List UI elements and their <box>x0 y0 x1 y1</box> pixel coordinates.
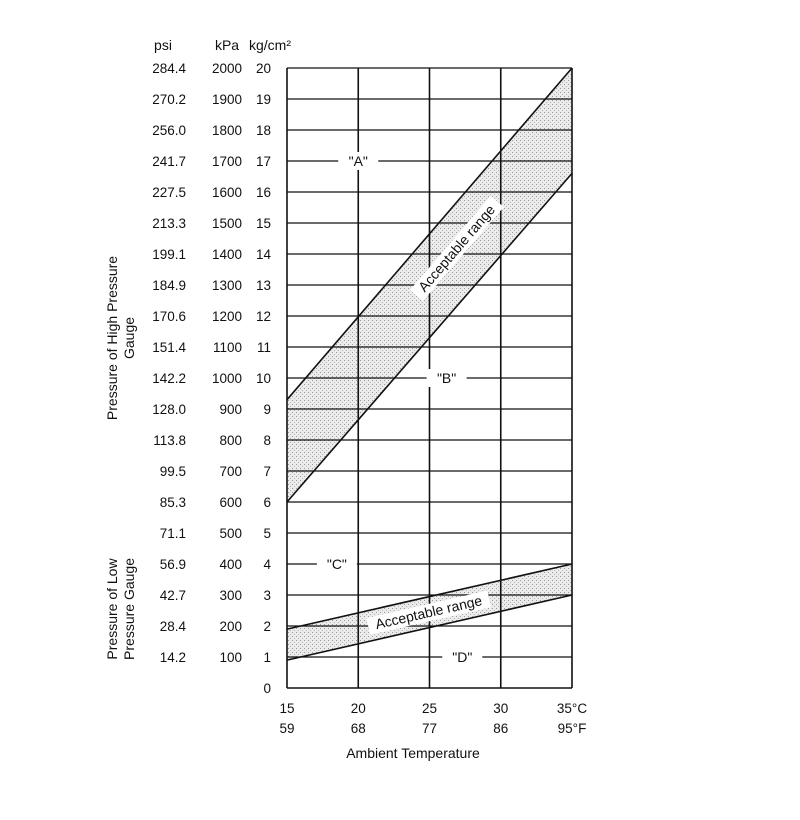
y-tick-kg-0: 0 <box>263 681 271 696</box>
y-tick-psi-12: 170.6 <box>152 309 186 324</box>
x-tick-c-3: 30 <box>493 701 508 716</box>
y-tick-kpa-7: 700 <box>219 464 242 479</box>
y-tick-kpa-9: 900 <box>219 402 242 417</box>
y-tick-kpa-10: 1000 <box>212 371 242 386</box>
region-label-bg-0 <box>338 152 379 170</box>
y-tick-kg-13: 13 <box>256 278 271 293</box>
y-tick-psi-16: 227.5 <box>152 185 186 200</box>
y-header-kpa: kPa <box>215 37 239 53</box>
y-tick-kpa-14: 1400 <box>212 247 242 262</box>
x-tick-f-3: 86 <box>493 721 508 736</box>
x-tick-c-1: 20 <box>351 701 366 716</box>
y-tick-kpa-18: 1800 <box>212 123 242 138</box>
y-tick-psi-4: 56.9 <box>160 557 186 572</box>
y-tick-psi-19: 270.2 <box>152 92 186 107</box>
y-tick-kg-14: 14 <box>256 247 272 262</box>
y-tick-kg-8: 8 <box>263 433 271 448</box>
y-tick-psi-20: 284.4 <box>152 61 186 76</box>
band-1-lower-line <box>286 172 573 503</box>
y-tick-kpa-16: 1600 <box>212 185 242 200</box>
x-tick-f-0: 59 <box>279 721 294 736</box>
y-tick-psi-3: 42.7 <box>160 588 186 603</box>
region-label-3: "D" <box>452 649 472 665</box>
y-tick-psi-1: 14.2 <box>160 650 186 665</box>
y-tick-kg-12: 12 <box>256 309 271 324</box>
y-tick-kg-10: 10 <box>256 371 271 386</box>
y-tick-kpa-1: 100 <box>219 650 242 665</box>
y-tick-psi-5: 71.1 <box>160 526 186 541</box>
y-tick-kg-3: 3 <box>263 588 271 603</box>
region-label-bg-3 <box>442 648 483 666</box>
y-tick-kg-16: 16 <box>256 185 271 200</box>
ylabel-low-group: Pressure of Low Pressure Gauge <box>104 558 137 660</box>
y-tick-kg-19: 19 <box>256 92 271 107</box>
x-tick-c-2: 25 <box>422 701 437 716</box>
y-tick-kpa-12: 1200 <box>212 309 242 324</box>
x-tick-f-2: 77 <box>422 721 437 736</box>
y-tick-kg-4: 4 <box>263 557 271 572</box>
y-tick-psi-18: 256.0 <box>152 123 186 138</box>
y-tick-kg-7: 7 <box>263 464 271 479</box>
y-tick-kg-2: 2 <box>263 619 271 634</box>
y-tick-kpa-17: 1700 <box>212 154 242 169</box>
ylabel-low-line-1: Pressure of Low <box>104 558 120 660</box>
y-tick-psi-10: 142.2 <box>152 371 186 386</box>
y-tick-kg-6: 6 <box>263 495 271 510</box>
y-tick-kpa-19: 1900 <box>212 92 242 107</box>
y-tick-kpa-2: 200 <box>219 619 242 634</box>
y-tick-kg-20: 20 <box>256 61 271 76</box>
y-tick-kpa-8: 800 <box>219 433 242 448</box>
region-label-bg-2 <box>316 555 357 573</box>
y-header-kg: kg/cm² <box>249 37 291 53</box>
x-tick-f-1: 68 <box>351 721 366 736</box>
region-label-0: "A" <box>349 153 368 169</box>
ylabel-high-line-1: Pressure of High Pressure <box>104 256 120 420</box>
y-tick-kpa-11: 1100 <box>213 340 242 355</box>
ylabel-high-group: Pressure of High Pressure Gauge <box>104 256 137 420</box>
y-tick-psi-11: 151.4 <box>152 340 186 355</box>
region-label-2: "C" <box>327 556 347 572</box>
y-tick-kg-18: 18 <box>256 123 271 138</box>
y-tick-psi-2: 28.4 <box>160 619 187 634</box>
band-1-upper-line <box>286 67 573 401</box>
y-tick-psi-17: 241.7 <box>152 154 186 169</box>
y-tick-kg-15: 15 <box>256 216 271 231</box>
band-2-lower-line <box>286 594 573 661</box>
y-header-psi: psi <box>154 37 172 53</box>
y-tick-psi-6: 85.3 <box>160 495 186 510</box>
region-label-bg-1 <box>426 369 467 387</box>
y-tick-psi-13: 184.9 <box>152 278 186 293</box>
x-tick-c-4: 35°C <box>557 701 587 716</box>
y-tick-kpa-15: 1500 <box>212 216 242 231</box>
ylabel-high-line-2: Gauge <box>121 317 137 359</box>
x-axis-label: Ambient Temperature <box>346 745 480 761</box>
x-tick-c-0: 15 <box>279 701 294 716</box>
y-tick-kpa-5: 500 <box>219 526 242 541</box>
y-tick-kg-17: 17 <box>256 154 271 169</box>
band-label-bg-2 <box>366 590 492 635</box>
y-tick-kpa-20: 2000 <box>212 61 242 76</box>
y-tick-psi-8: 113.8 <box>153 433 186 448</box>
region-label-1: "B" <box>437 370 456 386</box>
y-tick-kpa-6: 600 <box>219 495 242 510</box>
band-boundaries <box>286 67 573 661</box>
y-tick-psi-9: 128.0 <box>152 402 186 417</box>
y-tick-kg-1: 1 <box>263 650 271 665</box>
y-tick-psi-14: 199.1 <box>152 247 186 262</box>
y-tick-kg-5: 5 <box>263 526 271 541</box>
band-label-bg-1 <box>409 195 504 302</box>
y-tick-kpa-4: 400 <box>219 557 242 572</box>
y-tick-psi-15: 213.3 <box>152 216 186 231</box>
y-tick-kg-9: 9 <box>263 402 271 417</box>
x-tick-f-4: 95°F <box>558 721 587 736</box>
y-tick-psi-7: 99.5 <box>160 464 186 479</box>
band-2-upper-line <box>286 563 573 630</box>
y-tick-kg-11: 11 <box>257 340 271 355</box>
y-tick-kpa-13: 1300 <box>212 278 242 293</box>
ylabel-low-line-2: Pressure Gauge <box>121 558 137 660</box>
y-tick-kpa-3: 300 <box>219 588 242 603</box>
